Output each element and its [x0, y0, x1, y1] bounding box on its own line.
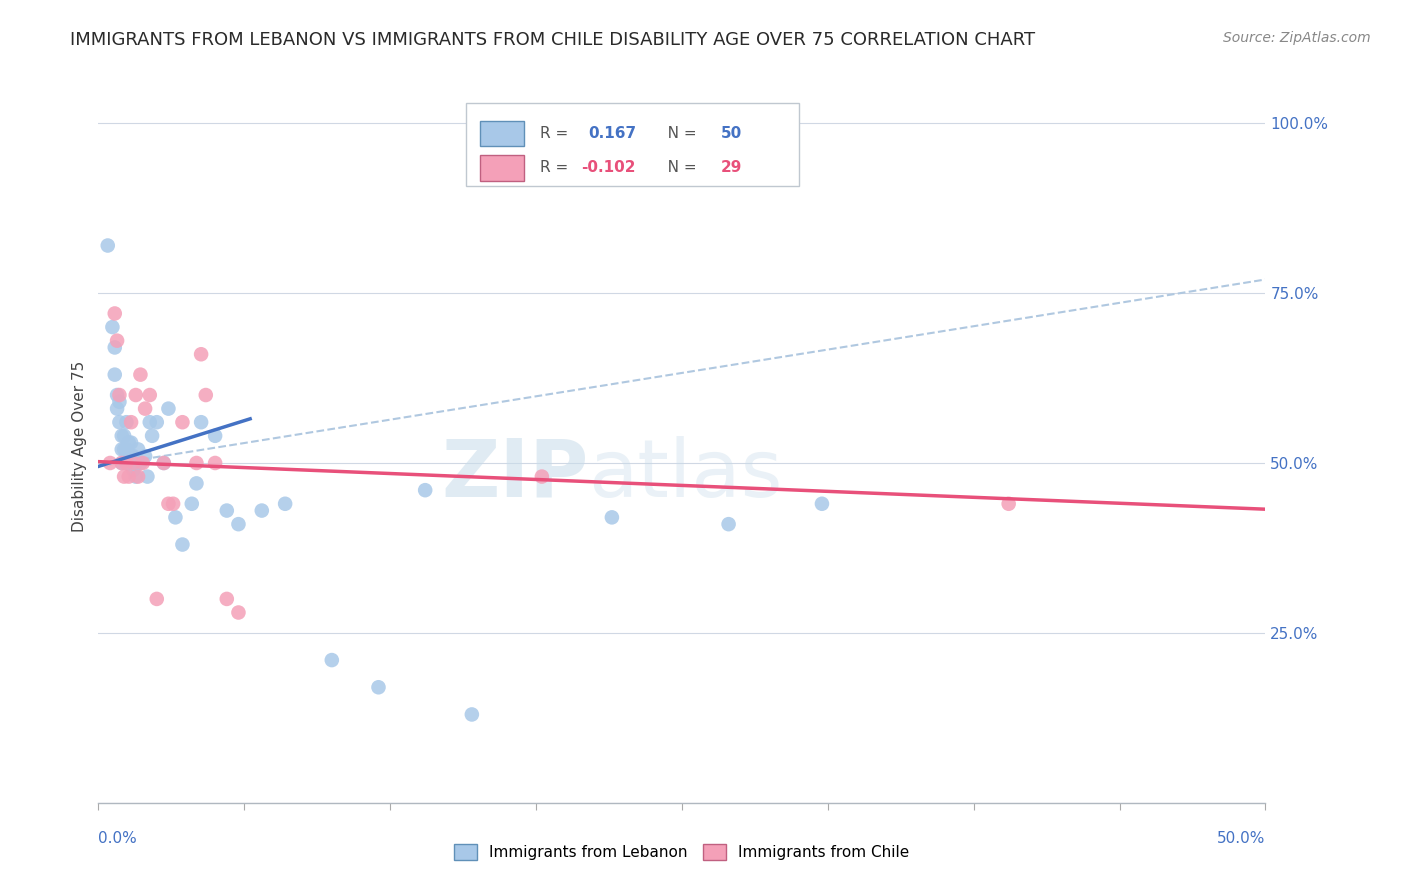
Point	[146, 591, 169, 606]
Bar	[479, 155, 524, 180]
Point	[118, 469, 141, 483]
Point	[136, 469, 159, 483]
Point	[101, 320, 124, 334]
Point	[321, 653, 343, 667]
Point	[122, 463, 145, 477]
FancyBboxPatch shape	[465, 103, 799, 186]
Point	[127, 442, 149, 457]
Text: N =: N =	[652, 161, 702, 175]
Point	[120, 449, 142, 463]
Point	[215, 503, 238, 517]
Point	[115, 415, 138, 429]
Legend: Immigrants from Lebanon, Immigrants from Chile: Immigrants from Lebanon, Immigrants from…	[449, 838, 915, 866]
Text: R =: R =	[540, 126, 578, 141]
Text: -0.102: -0.102	[582, 161, 636, 175]
Text: N =: N =	[652, 126, 702, 141]
Point	[204, 456, 226, 470]
Point	[152, 456, 174, 470]
Point	[413, 483, 436, 498]
Point	[157, 497, 180, 511]
Point	[274, 497, 297, 511]
Point	[139, 415, 162, 429]
Point	[111, 442, 134, 457]
Point	[134, 449, 156, 463]
Point	[180, 497, 202, 511]
Point	[190, 347, 212, 361]
Text: 0.0%: 0.0%	[98, 831, 138, 846]
Point	[530, 469, 553, 483]
Y-axis label: Disability Age Over 75: Disability Age Over 75	[72, 360, 87, 532]
Point	[105, 334, 128, 348]
Point	[186, 476, 208, 491]
Point	[228, 517, 250, 532]
Point	[112, 469, 135, 483]
Point	[194, 388, 217, 402]
Text: ZIP: ZIP	[441, 435, 589, 514]
Point	[129, 368, 152, 382]
Point	[152, 456, 174, 470]
Point	[97, 238, 120, 252]
Point	[122, 456, 145, 470]
Text: R =: R =	[540, 161, 572, 175]
Point	[997, 497, 1019, 511]
Point	[104, 368, 127, 382]
Point	[172, 537, 194, 551]
Point	[111, 456, 134, 470]
Point	[112, 429, 135, 443]
Text: atlas: atlas	[589, 435, 783, 514]
Point	[118, 435, 141, 450]
Text: 50.0%: 50.0%	[1218, 831, 1265, 846]
Point	[115, 456, 138, 470]
Point	[157, 401, 180, 416]
Point	[125, 388, 148, 402]
Point	[461, 707, 484, 722]
Point	[134, 401, 156, 416]
Point	[190, 415, 212, 429]
Point	[132, 456, 155, 470]
Text: Source: ZipAtlas.com: Source: ZipAtlas.com	[1223, 31, 1371, 45]
Point	[172, 415, 194, 429]
Point	[118, 456, 141, 470]
Point	[162, 497, 184, 511]
Text: 50: 50	[720, 126, 742, 141]
Point	[146, 415, 169, 429]
Point	[186, 456, 208, 470]
Point	[228, 606, 250, 620]
Point	[104, 341, 127, 355]
Point	[811, 497, 834, 511]
Point	[367, 680, 389, 694]
Bar	[479, 120, 524, 146]
Text: 29: 29	[720, 161, 742, 175]
Point	[111, 456, 134, 470]
Point	[111, 429, 134, 443]
Point	[122, 449, 145, 463]
Point	[104, 306, 127, 320]
Point	[204, 429, 226, 443]
Point	[600, 510, 623, 524]
Point	[115, 456, 138, 470]
Point	[120, 415, 142, 429]
Text: 0.167: 0.167	[589, 126, 637, 141]
Point	[215, 591, 238, 606]
Point	[112, 442, 135, 457]
Point	[98, 456, 121, 470]
Point	[717, 517, 740, 532]
Point	[105, 388, 128, 402]
Point	[120, 435, 142, 450]
Point	[165, 510, 187, 524]
Text: IMMIGRANTS FROM LEBANON VS IMMIGRANTS FROM CHILE DISABILITY AGE OVER 75 CORRELAT: IMMIGRANTS FROM LEBANON VS IMMIGRANTS FR…	[70, 31, 1035, 49]
Point	[141, 429, 163, 443]
Point	[108, 394, 131, 409]
Point	[250, 503, 273, 517]
Point	[139, 388, 162, 402]
Point	[125, 456, 148, 470]
Point	[108, 388, 131, 402]
Point	[127, 469, 149, 483]
Point	[125, 469, 148, 483]
Point	[115, 442, 138, 457]
Point	[108, 415, 131, 429]
Point	[105, 401, 128, 416]
Point	[129, 456, 152, 470]
